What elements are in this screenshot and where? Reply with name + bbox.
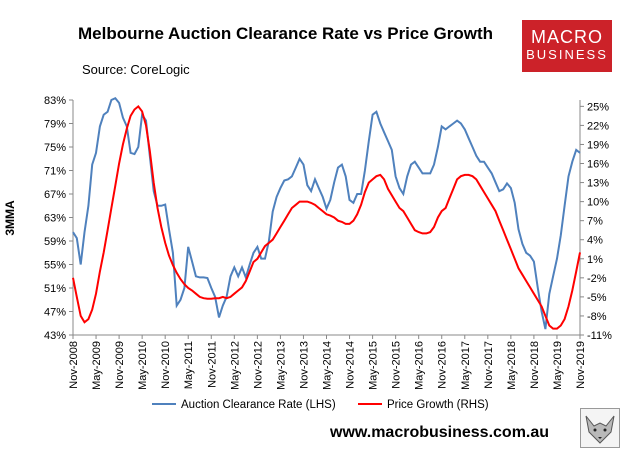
left-tick-label: 75% bbox=[44, 142, 66, 154]
x-tick-label: May-2016 bbox=[414, 341, 426, 390]
right-tick-label: 25% bbox=[587, 101, 609, 113]
x-tick-label: Nov-2010 bbox=[160, 341, 172, 389]
left-tick-label: 83% bbox=[44, 95, 66, 107]
chart-source: Source: CoreLogic bbox=[82, 62, 190, 77]
left-tick-label: 79% bbox=[44, 119, 66, 131]
logo-line-2: BUSINESS bbox=[526, 47, 608, 62]
right-tick-label: -8% bbox=[587, 311, 607, 323]
chart-title: Melbourne Auction Clearance Rate vs Pric… bbox=[78, 24, 494, 43]
right-axis-ticks: 25% 22% 19% 16% 13% 10% 7% 4% 1% -2% -5% -8% -11% bbox=[580, 101, 612, 342]
right-tick-label: 7% bbox=[587, 216, 603, 228]
y-axis-label: 3MMA bbox=[3, 200, 17, 236]
right-tick-label: 13% bbox=[587, 178, 609, 190]
x-tick-label: Nov-2016 bbox=[437, 341, 449, 389]
x-tick-label: May-2017 bbox=[460, 341, 472, 390]
x-tick-label: Nov-2012 bbox=[252, 341, 264, 389]
website-url: www.macrobusiness.com.au bbox=[330, 424, 550, 441]
right-tick-label: -11% bbox=[587, 330, 612, 342]
x-tick-label: Nov-2015 bbox=[391, 341, 403, 389]
right-tick-label: -5% bbox=[587, 292, 607, 304]
left-tick-label: 59% bbox=[44, 236, 66, 248]
x-tick-label: May-2015 bbox=[368, 341, 380, 390]
legend-label-clearance-rate: Auction Clearance Rate (LHS) bbox=[181, 399, 336, 411]
right-tick-label: 10% bbox=[587, 197, 609, 209]
left-tick-label: 47% bbox=[44, 307, 66, 319]
right-tick-label: 16% bbox=[587, 159, 609, 171]
x-tick-label: Nov-2019 bbox=[575, 341, 587, 389]
x-tick-label: Nov-2008 bbox=[68, 341, 80, 389]
left-axis-ticks: 83% 79% 75% 71% 67% 63% 59% 55% 51% 47% 43% bbox=[44, 95, 73, 342]
x-tick-label: Nov-2013 bbox=[298, 341, 310, 389]
x-tick-label: May-2014 bbox=[322, 341, 334, 390]
right-tick-label: 4% bbox=[587, 235, 603, 247]
macrobusiness-logo: MACRO BUSINESS bbox=[522, 20, 612, 72]
logo-line-1: MACRO bbox=[531, 27, 603, 47]
x-tick-label: Nov-2018 bbox=[529, 341, 541, 389]
legend: Auction Clearance Rate (LHS) Price Growt… bbox=[152, 399, 489, 411]
x-tick-label: Nov-2009 bbox=[114, 341, 126, 389]
x-axis-ticks: Nov-2008 May-2009 Nov-2009 May-2010 Nov-2010… bbox=[68, 335, 587, 390]
x-tick-label: Nov-2017 bbox=[483, 341, 495, 389]
x-tick-label: May-2018 bbox=[506, 341, 518, 390]
x-tick-label: Nov-2014 bbox=[345, 341, 357, 389]
x-tick-label: Nov-2011 bbox=[206, 341, 218, 388]
right-tick-label: -2% bbox=[587, 273, 607, 285]
right-tick-label: 1% bbox=[587, 254, 603, 266]
left-tick-label: 67% bbox=[44, 189, 66, 201]
left-tick-label: 63% bbox=[44, 213, 66, 225]
left-tick-label: 43% bbox=[44, 330, 66, 342]
left-tick-label: 71% bbox=[44, 166, 66, 178]
x-tick-label: May-2011 bbox=[183, 341, 195, 389]
right-tick-label: 19% bbox=[587, 139, 609, 151]
fox-icon bbox=[580, 408, 620, 448]
legend-label-price-growth: Price Growth (RHS) bbox=[387, 399, 489, 411]
left-tick-label: 51% bbox=[44, 283, 66, 295]
series-line-price-growth bbox=[72, 104, 581, 330]
x-tick-label: May-2012 bbox=[229, 341, 241, 390]
plot-area bbox=[72, 100, 581, 336]
x-tick-label: May-2009 bbox=[91, 341, 103, 390]
x-tick-label: May-2019 bbox=[552, 341, 564, 390]
x-tick-label: May-2013 bbox=[275, 341, 287, 390]
left-tick-label: 55% bbox=[44, 260, 66, 272]
right-tick-label: 22% bbox=[587, 120, 609, 132]
x-tick-label: May-2010 bbox=[137, 341, 149, 390]
